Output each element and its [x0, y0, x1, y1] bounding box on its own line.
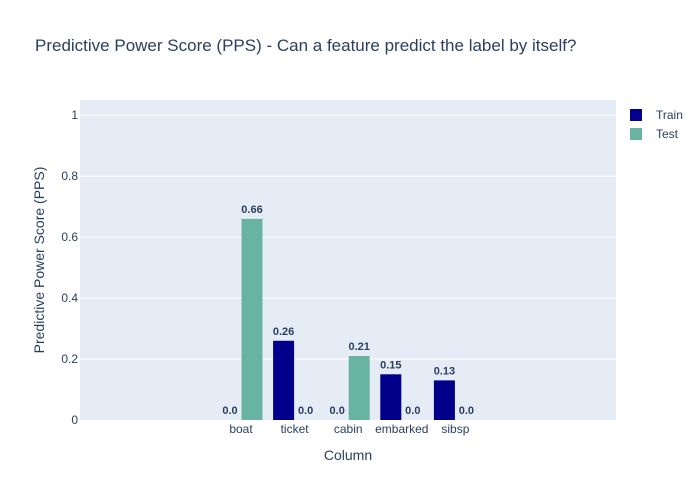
bars: [241, 218, 455, 420]
bar-test-boat[interactable]: [241, 218, 263, 420]
y-tick-label: 0.4: [61, 291, 78, 305]
bar-value-label: 0.66: [241, 204, 262, 216]
y-tick-label: 0.8: [61, 169, 78, 183]
bar-value-label: 0.0: [459, 405, 474, 417]
bar-train-sibsp[interactable]: [433, 380, 455, 420]
legend-swatch-train[interactable]: [630, 109, 642, 121]
x-axis-ticks: boat ticket cabin embarked sibsp: [229, 422, 469, 436]
x-tick-label: boat: [229, 422, 253, 436]
y-tick-label: 1: [71, 108, 78, 122]
y-tick-label: 0.2: [61, 352, 78, 366]
bar-value-label: 0.0: [405, 405, 420, 417]
bar-value-label: 0.0: [298, 405, 313, 417]
bar-value-label: 0.0: [330, 405, 345, 417]
x-tick-label: ticket: [281, 422, 310, 436]
bar-train-embarked[interactable]: [380, 374, 402, 420]
bar-train-ticket[interactable]: [273, 340, 295, 420]
grid-lines: [80, 114, 616, 360]
bar-value-label: 0.26: [273, 326, 294, 338]
y-tick-label: 0.6: [61, 230, 78, 244]
bar-value-label: 0.0: [222, 405, 237, 417]
y-axis-ticks: 0 0.2 0.4 0.6 0.8 1: [61, 108, 78, 427]
x-axis-title: Column: [324, 447, 372, 463]
y-tick-label: 0: [71, 413, 78, 427]
legend[interactable]: Train Test: [630, 108, 683, 141]
legend-swatch-test[interactable]: [630, 128, 642, 140]
legend-label-train[interactable]: Train: [656, 108, 683, 122]
x-tick-label: sibsp: [441, 422, 469, 436]
x-tick-label: cabin: [334, 422, 363, 436]
y-axis-title: Predictive Power Score (PPS): [31, 167, 47, 354]
bar-labels: 0.0 0.66 0.26 0.0 0.0 0.21 0.15 0.0 0.13 0.0: [222, 204, 474, 417]
bar-test-cabin[interactable]: [348, 356, 370, 420]
bar-value-label: 0.13: [434, 365, 455, 377]
bar-value-label: 0.15: [380, 359, 401, 371]
bar-value-label: 0.21: [348, 341, 369, 353]
chart-title: Predictive Power Score (PPS) - Can a fea…: [35, 36, 576, 55]
legend-label-test[interactable]: Test: [656, 127, 679, 141]
plot-area: [80, 100, 616, 420]
x-tick-label: embarked: [375, 422, 428, 436]
